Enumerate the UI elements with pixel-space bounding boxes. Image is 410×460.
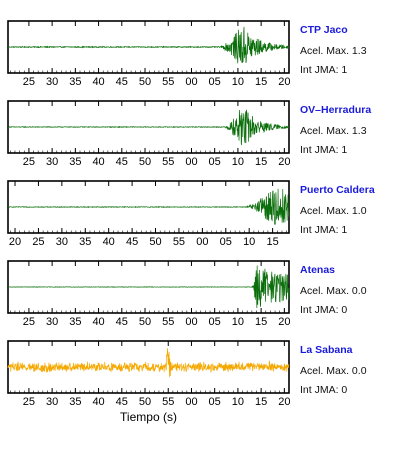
tick-label: 15	[255, 76, 267, 88]
int-jma-label: Int JMA: 1	[300, 144, 347, 156]
station-name: La Sabana	[300, 344, 353, 356]
tick-label: 55	[162, 316, 174, 328]
int-jma-label: Int JMA: 0	[300, 384, 347, 396]
tick-label: 25	[23, 76, 35, 88]
accel-max-label: Acel. Max. 1.3	[300, 125, 367, 137]
tick-label: 15	[255, 156, 267, 168]
station-name: Puerto Caldera	[300, 184, 375, 196]
tick-label: 25	[32, 236, 44, 248]
tick-label: 45	[126, 236, 138, 248]
tick-label: 05	[209, 396, 221, 408]
tick-label: 05	[209, 156, 221, 168]
tick-label: 30	[46, 316, 58, 328]
tick-label: 40	[92, 156, 104, 168]
tick-label: 00	[185, 316, 197, 328]
station-name: OV–Herradura	[300, 104, 371, 116]
waveform-4	[7, 348, 290, 378]
x-axis-label: Tiempo (s)	[120, 410, 177, 424]
tick-label: 00	[185, 396, 197, 408]
tick-label: 40	[92, 396, 104, 408]
accel-max-label: Acel. Max. 0.0	[300, 285, 367, 297]
panel-1: 25 30 35 40 45 50 55 00 05 10 15 20 OV–Herradura Acel…	[7, 100, 371, 168]
tick-label: 00	[185, 156, 197, 168]
accel-max-label: Acel. Max. 1.0	[300, 205, 367, 217]
tick-label: 55	[162, 396, 174, 408]
station-name: Atenas	[300, 264, 335, 276]
tick-label: 45	[116, 316, 128, 328]
tick-label: 45	[116, 76, 128, 88]
accel-max-label: Acel. Max. 1.3	[300, 45, 367, 57]
tick-label: 50	[149, 236, 161, 248]
tick-label: 50	[139, 316, 151, 328]
tick-label: 20	[278, 156, 290, 168]
panel-4: 25 30 35 40 45 50 55 00 05 10 15 20 La Sabana Acel. M…	[7, 340, 367, 408]
int-jma-label: Int JMA: 1	[300, 224, 347, 236]
tick-label: 30	[46, 396, 58, 408]
waveform-1	[7, 109, 290, 146]
tick-label: 05	[209, 316, 221, 328]
tick-label: 40	[92, 316, 104, 328]
tick-label: 30	[56, 236, 68, 248]
tick-label: 15	[255, 316, 267, 328]
tick-label: 35	[69, 316, 81, 328]
tick-label: 00	[196, 236, 208, 248]
panel-2: 20 25 30 35 40 45 50 55 00 05 10 15 Puerto Caldera Ac…	[7, 180, 375, 248]
waveform-3	[7, 265, 290, 309]
tick-label: 00	[185, 76, 197, 88]
tick-label: 30	[46, 76, 58, 88]
tick-label: 10	[232, 316, 244, 328]
tick-label: 20	[278, 316, 290, 328]
panel-3: 25 30 35 40 45 50 55 00 05 10 15 20 Atenas Acel. Max.…	[7, 260, 367, 328]
tick-label: 40	[103, 236, 115, 248]
tick-label: 15	[255, 396, 267, 408]
waveform-0	[7, 26, 290, 64]
tick-label: 50	[139, 396, 151, 408]
tick-label: 10	[232, 156, 244, 168]
tick-label: 30	[46, 156, 58, 168]
tick-label: 20	[278, 76, 290, 88]
waveform-2	[7, 188, 290, 225]
tick-label: 45	[116, 396, 128, 408]
tick-label: 35	[79, 236, 91, 248]
tick-label: 35	[69, 396, 81, 408]
panel-0: 25 30 35 40 45 50 55 00 05 10 15 20 CTP Jaco Acel. Ma…	[7, 20, 367, 88]
tick-label: 50	[139, 156, 151, 168]
station-name: CTP Jaco	[300, 24, 348, 36]
tick-label: 55	[173, 236, 185, 248]
tick-label: 25	[23, 396, 35, 408]
tick-label: 55	[162, 76, 174, 88]
tick-label: 45	[116, 156, 128, 168]
int-jma-label: Int JMA: 1	[300, 64, 347, 76]
tick-label: 50	[139, 76, 151, 88]
int-jma-label: Int JMA: 0	[300, 304, 347, 316]
tick-label: 05	[209, 76, 221, 88]
tick-label: 40	[92, 76, 104, 88]
tick-label: 25	[23, 156, 35, 168]
tick-label: 20	[278, 396, 290, 408]
tick-label: 10	[232, 76, 244, 88]
tick-label: 35	[69, 156, 81, 168]
tick-label: 20	[9, 236, 21, 248]
accel-max-label: Acel. Max. 0.0	[300, 365, 367, 377]
tick-label: 15	[266, 236, 278, 248]
tick-label: 05	[220, 236, 232, 248]
tick-label: 25	[23, 316, 35, 328]
tick-label: 55	[162, 156, 174, 168]
tick-label: 10	[243, 236, 255, 248]
tick-label: 35	[69, 76, 81, 88]
tick-label: 10	[232, 396, 244, 408]
